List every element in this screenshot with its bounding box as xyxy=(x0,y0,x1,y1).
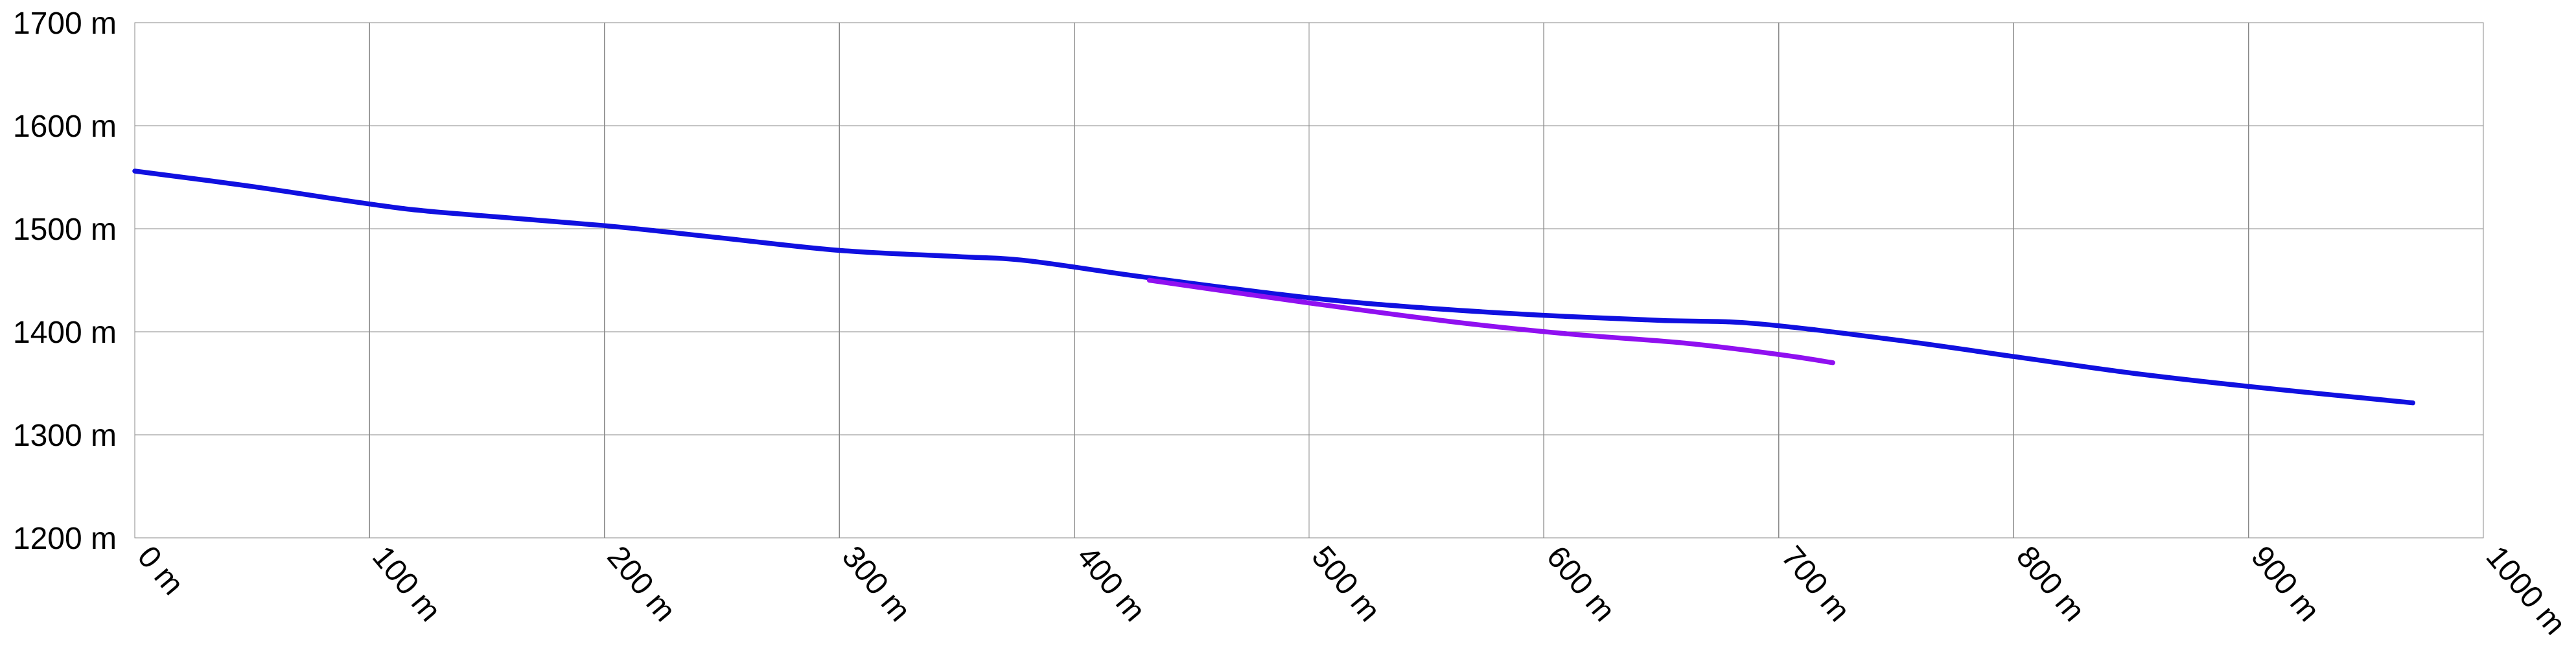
x-tick-label: 0 m xyxy=(131,540,191,601)
x-tick-label: 500 m xyxy=(1305,540,1387,628)
x-tick-label: 700 m xyxy=(1774,540,1856,628)
y-tick-label: 1600 m xyxy=(13,110,117,144)
y-tick-label: 1400 m xyxy=(13,316,117,350)
x-tick-label: 600 m xyxy=(1540,540,1621,628)
x-tick-label: 100 m xyxy=(366,540,447,628)
plot-frame xyxy=(134,22,2484,538)
x-tick-label: 200 m xyxy=(600,540,682,628)
x-tick-label: 1000 m xyxy=(2479,540,2573,642)
y-tick-label: 1200 m xyxy=(13,522,117,556)
y-axis-tick-labels: 1200 m 1300 m 1400 m 1500 m 1600 m 1700 m xyxy=(13,6,117,556)
grid-lines xyxy=(134,22,2484,538)
y-tick-label: 1700 m xyxy=(13,6,117,41)
x-tick-label: 900 m xyxy=(2244,540,2326,628)
series-line-2 xyxy=(1146,277,1835,365)
series-lines xyxy=(132,168,2416,406)
y-tick-label: 1500 m xyxy=(13,213,117,247)
series-line-1 xyxy=(132,168,2416,406)
x-tick-label: 400 m xyxy=(1070,540,1152,628)
x-axis-tick-labels: 0 m 100 m 200 m 300 m 400 m 500 m 600 m 700 m 80… xyxy=(131,540,2573,642)
y-tick-label: 1300 m xyxy=(13,419,117,453)
x-tick-label: 800 m xyxy=(2010,540,2091,628)
x-tick-label: 300 m xyxy=(835,540,917,628)
